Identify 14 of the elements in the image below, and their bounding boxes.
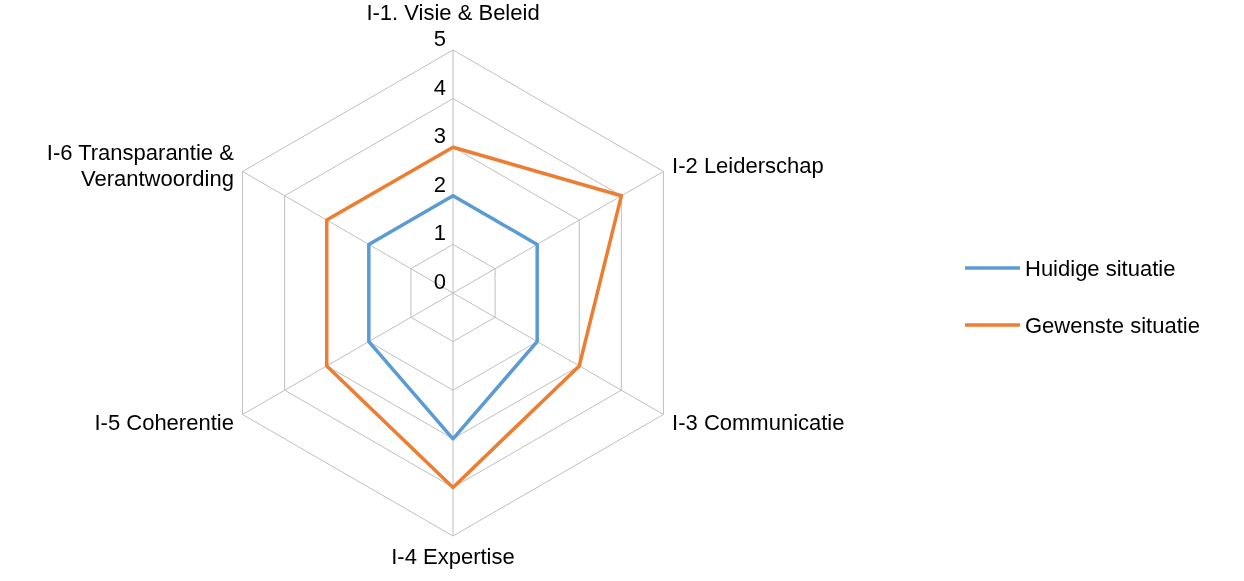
legend-label: Huidige situatie [1025,255,1176,281]
y-tick-label: 4 [433,74,446,100]
spoke-label: I-4 Expertise [391,544,515,569]
spoke-label: I-1. Visie & Beleid [366,0,540,25]
spoke-label: I-6 Transparantie & Verantwoording [46,139,235,191]
y-tick-label: 0 [433,269,446,294]
legend-label: Gewenste situatie [1025,312,1200,338]
y-tick-label: 3 [433,123,446,149]
y-tick-label: 2 [433,171,446,197]
spoke-label: I-2 Leiderschap [672,152,824,178]
y-tick-label: 1 [433,220,446,246]
spoke-label: I-5 Coherentie [94,409,234,435]
spoke-label: I-3 Communicatie [672,409,845,435]
y-tick-label: 5 [433,26,446,51]
